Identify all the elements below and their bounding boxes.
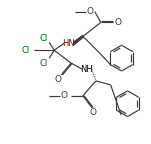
Text: O: O <box>61 91 68 100</box>
Text: Cl: Cl <box>39 34 47 43</box>
Text: O: O <box>114 18 121 27</box>
Text: HN: HN <box>62 39 74 48</box>
Text: O: O <box>55 75 62 84</box>
Text: O: O <box>86 7 93 16</box>
Text: Cl: Cl <box>21 46 30 55</box>
Polygon shape <box>74 35 83 45</box>
Text: O: O <box>89 108 96 117</box>
Text: Cl: Cl <box>39 59 47 68</box>
Text: NH: NH <box>80 65 93 74</box>
